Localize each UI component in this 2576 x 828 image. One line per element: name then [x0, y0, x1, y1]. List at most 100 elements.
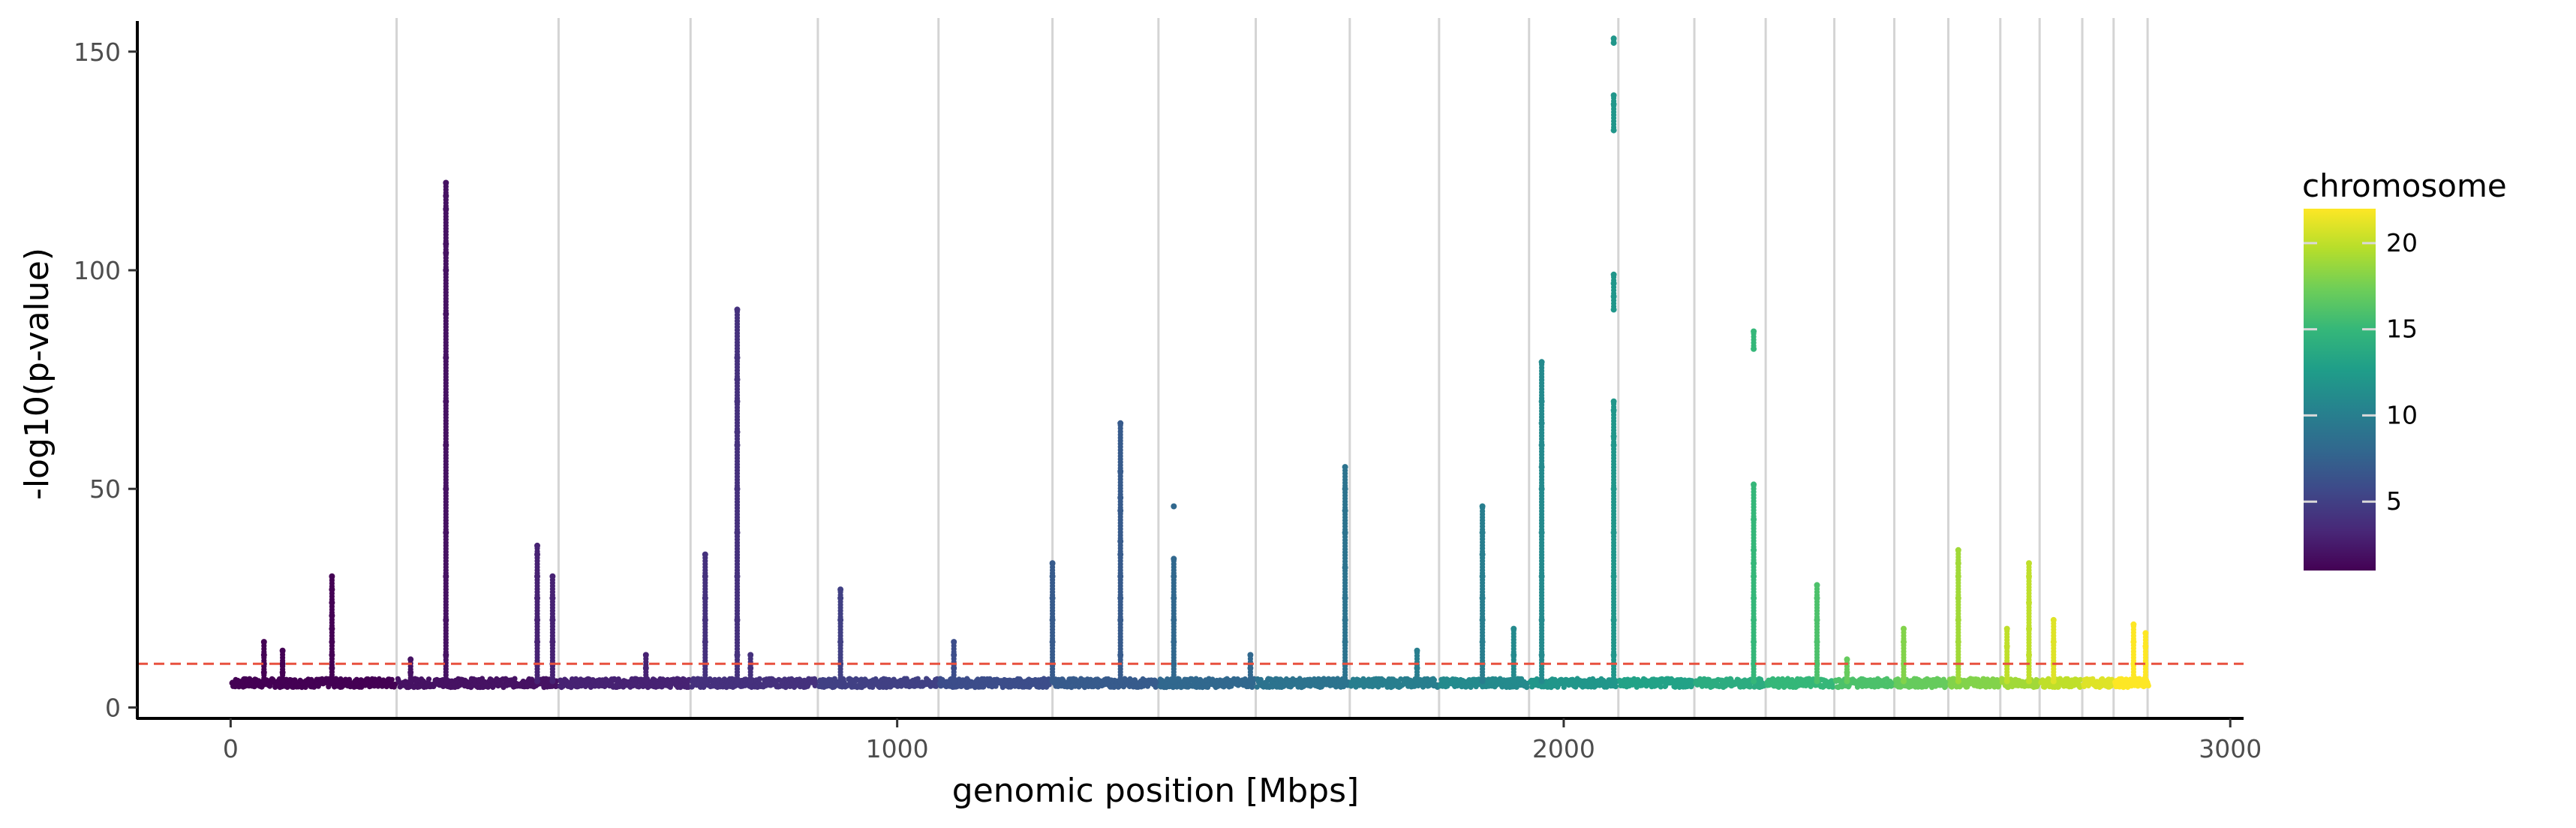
- data-point: [951, 665, 957, 671]
- data-point: [1479, 551, 1486, 558]
- peak-chr6: [951, 639, 957, 685]
- peak-chr7: [1117, 420, 1124, 685]
- peak-chr3: [549, 573, 556, 685]
- data-point: [1117, 494, 1124, 501]
- data-point: [734, 678, 741, 685]
- data-point: [1479, 639, 1486, 646]
- data-point: [260, 669, 267, 676]
- data-point: [1538, 359, 1545, 366]
- data-point: [642, 652, 649, 658]
- peak-chr5: [837, 586, 844, 685]
- data-point: [1117, 616, 1124, 623]
- data-point: [1049, 678, 1056, 685]
- data-point: [443, 678, 449, 685]
- data-point: [1829, 684, 1835, 690]
- chromosome-18-points: [1946, 676, 2002, 690]
- peak-chr12: [1610, 35, 1617, 685]
- data-point: [734, 306, 741, 313]
- data-point: [1538, 420, 1545, 426]
- data-point: [1538, 442, 1545, 448]
- data-point: [1171, 639, 1177, 646]
- data-point: [1510, 652, 1517, 658]
- data-point: [642, 665, 649, 671]
- data-point: [443, 442, 449, 448]
- data-point: [734, 529, 741, 536]
- baseline-points: [229, 676, 2151, 691]
- chromosome-20-points: [2038, 676, 2084, 691]
- data-point: [329, 625, 335, 632]
- data-point: [1117, 678, 1124, 685]
- data-point: [329, 639, 335, 646]
- data-point: [279, 647, 286, 654]
- data-point: [1479, 595, 1486, 601]
- data-point: [443, 311, 449, 318]
- plot-area: [137, 18, 2244, 718]
- data-point: [279, 678, 286, 685]
- data-point: [329, 599, 335, 606]
- data-point: [1049, 595, 1056, 601]
- data-point: [1613, 684, 1619, 690]
- data-point: [1751, 546, 1757, 553]
- data-point: [329, 573, 335, 580]
- data-point: [1751, 639, 1757, 646]
- data-point: [443, 241, 449, 247]
- data-point: [425, 676, 432, 682]
- chromosome-boundary-gridlines: [395, 18, 2149, 718]
- data-point: [1610, 101, 1617, 107]
- data-point: [1049, 573, 1056, 580]
- chromosome-1-points: [229, 676, 398, 691]
- peak-chr1: [260, 639, 267, 685]
- peak-chr1: [279, 647, 286, 685]
- data-point: [443, 652, 449, 658]
- data-point: [1342, 529, 1348, 536]
- data-point: [702, 595, 708, 601]
- data-point: [1610, 306, 1617, 313]
- data-point: [1610, 35, 1617, 42]
- data-point: [1247, 678, 1254, 685]
- data-point: [702, 639, 708, 646]
- data-point: [1049, 616, 1056, 623]
- data-point: [1510, 625, 1517, 632]
- data-point: [734, 652, 741, 658]
- data-point: [443, 179, 449, 186]
- chromosome-10-points: [1348, 676, 1441, 691]
- data-point: [549, 678, 556, 685]
- data-point: [1751, 345, 1757, 352]
- data-point: [702, 573, 708, 580]
- data-point: [837, 586, 844, 593]
- data-point: [734, 616, 741, 623]
- data-point: [329, 652, 335, 658]
- data-point: [1342, 464, 1348, 471]
- data-point: [260, 678, 267, 685]
- data-point: [1538, 652, 1545, 658]
- data-point: [1610, 529, 1617, 536]
- data-point: [1117, 538, 1124, 545]
- data-point: [1610, 616, 1617, 623]
- data-point: [1171, 503, 1177, 510]
- data-point: [443, 193, 449, 199]
- data-point: [702, 678, 708, 685]
- data-point: [407, 669, 414, 676]
- data-point: [1342, 565, 1348, 571]
- data-point: [534, 595, 540, 601]
- peak-chr7: [1049, 560, 1056, 685]
- data-point: [534, 639, 540, 646]
- peak-chr3: [642, 652, 649, 685]
- data-point: [1117, 551, 1124, 558]
- data-point: [1538, 398, 1545, 405]
- chromosome-8-points: [1157, 676, 1257, 691]
- data-point: [837, 639, 844, 646]
- data-point: [1049, 560, 1056, 567]
- peak-chr15: [1751, 328, 1757, 685]
- data-point: [1171, 678, 1177, 685]
- peak-chr2: [407, 656, 414, 685]
- data-point: [837, 595, 844, 601]
- data-point: [512, 676, 518, 682]
- chromosome-16-points: [1832, 676, 1895, 691]
- data-point: [702, 551, 708, 558]
- data-point: [951, 652, 957, 658]
- data-point: [1431, 677, 1437, 683]
- chromosome-13-points: [1617, 676, 1696, 691]
- peak-chr4: [747, 652, 754, 685]
